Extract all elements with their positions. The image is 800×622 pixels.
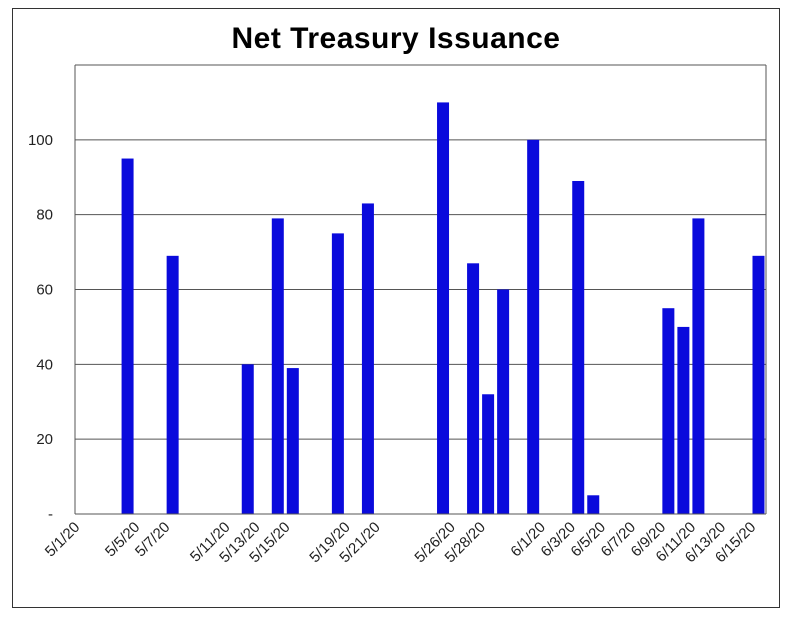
bar <box>587 495 600 514</box>
bar <box>286 368 299 514</box>
y-tick-label: 20 <box>36 431 53 448</box>
bar <box>677 326 690 514</box>
bar <box>527 139 540 515</box>
chart-title: Net Treasury Issuance <box>231 22 561 55</box>
x-tick-label: 5/7/20 <box>132 519 174 561</box>
bar <box>271 218 284 515</box>
y-tick-label: 60 <box>36 282 53 299</box>
y-tick-label: - <box>48 506 53 523</box>
bar <box>482 394 495 514</box>
x-tick-label: 5/1/20 <box>42 519 84 561</box>
y-tick-label: 80 <box>36 207 53 224</box>
y-tick-label: 100 <box>28 132 53 149</box>
y-tick-labels: - 20 40 60 80 100 <box>28 132 53 523</box>
bars <box>121 102 765 515</box>
bar <box>497 289 510 514</box>
x-tick-labels: 5/1/20 5/5/205/7/20 5/11/205/13/205/15/20 5… <box>42 519 759 566</box>
y-tick-label: 40 <box>36 356 53 373</box>
bar <box>692 218 705 515</box>
axes <box>74 65 766 515</box>
bar <box>437 102 450 515</box>
bar <box>121 158 134 514</box>
bar <box>752 255 765 514</box>
gridlines <box>75 64 767 514</box>
bar <box>331 233 344 514</box>
bar <box>361 203 374 515</box>
bar <box>166 255 179 514</box>
chart-frame <box>12 8 780 608</box>
bar <box>572 180 585 514</box>
bar <box>241 364 254 514</box>
bar <box>467 263 480 514</box>
bar <box>662 308 675 514</box>
